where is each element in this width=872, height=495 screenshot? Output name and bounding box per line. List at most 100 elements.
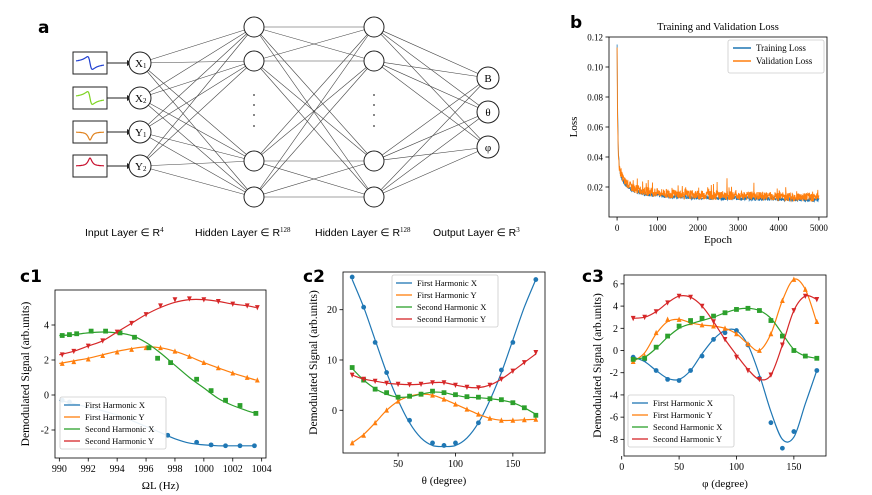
y-tick-label: 0.10 xyxy=(587,63,603,73)
data-point xyxy=(688,368,693,373)
output-node xyxy=(476,66,500,90)
data-point xyxy=(734,328,739,333)
hidden-node xyxy=(363,16,385,38)
legend: First Harmonic X First Harmonic Y Second H… xyxy=(391,274,499,328)
data-point xyxy=(779,297,785,303)
data-point xyxy=(223,397,228,403)
connections xyxy=(139,26,489,198)
x-tick-label: 150 xyxy=(505,459,520,470)
data-point xyxy=(487,415,493,421)
connection xyxy=(373,111,489,198)
y-tick-label: 0.02 xyxy=(587,183,603,193)
x-tick-label: 998 xyxy=(167,464,182,475)
data-point xyxy=(722,325,728,331)
data-point xyxy=(453,440,458,446)
chart-c3: 0 50 100 150 -8 -6 -4 -2 0 2 4 6 φ (degree) Demodulat… xyxy=(592,274,827,490)
input-waveform xyxy=(76,157,104,167)
data-point xyxy=(117,330,123,336)
data-point xyxy=(395,381,401,388)
data-point xyxy=(653,329,659,336)
data-point xyxy=(208,388,214,394)
data-point xyxy=(430,388,435,394)
data-point xyxy=(498,417,504,423)
connection xyxy=(373,111,489,162)
data-point xyxy=(653,344,659,350)
x-axis-label: φ (degree) xyxy=(702,478,748,490)
data-point xyxy=(168,360,174,366)
hidden-node xyxy=(363,50,385,72)
data-point xyxy=(384,380,390,387)
ellipsis-dot xyxy=(253,114,255,116)
y-tick-label: 20 xyxy=(327,305,337,316)
data-point xyxy=(194,439,200,445)
data-point xyxy=(757,308,762,313)
x-tick-label: 50 xyxy=(393,459,403,470)
connection xyxy=(139,62,255,162)
y-axis-label: Demodulated Signal (arb.units) xyxy=(308,290,320,435)
x-tick-label: 4000 xyxy=(770,223,789,233)
data-point xyxy=(407,382,412,388)
data-point xyxy=(498,376,504,382)
panel-label-c2: c2 xyxy=(303,267,325,287)
data-point xyxy=(476,394,481,400)
y-tick-label: 2 xyxy=(44,356,49,367)
data-point xyxy=(155,355,161,361)
data-point xyxy=(699,353,705,359)
data-point xyxy=(498,367,504,373)
data-point xyxy=(418,391,424,397)
data-point xyxy=(688,318,693,323)
input-waveform xyxy=(75,90,105,106)
data-point xyxy=(230,370,236,376)
x-tick-label: 1000 xyxy=(648,223,667,233)
connection xyxy=(139,26,255,99)
loss-chart: 0 1000 2000 3000 4000 5000 0.02 0.04 0.06 0.08 0.1… xyxy=(568,22,828,246)
x-tick-label: 0 xyxy=(615,223,620,233)
chart-c1: 990 992 994 996 998 1000 1002 1004 -2 0 2 4 ΩL (Hz) D… xyxy=(20,289,272,492)
legend-label: Second Harmonic X xyxy=(417,302,486,312)
data-point xyxy=(237,443,243,449)
data-point xyxy=(85,356,91,362)
data-point xyxy=(757,347,762,353)
output-node-label: θ xyxy=(485,107,490,119)
panel-label-a: a xyxy=(38,18,49,38)
connection xyxy=(139,60,255,167)
connection xyxy=(139,97,255,198)
connection xyxy=(139,97,255,162)
ellipsis-dot xyxy=(373,104,375,106)
data-point xyxy=(533,416,539,422)
input-waveform xyxy=(76,131,104,141)
x-tick-label: 996 xyxy=(139,464,154,475)
hidden-node xyxy=(243,186,265,208)
panel-label-c3: c3 xyxy=(582,267,604,287)
connection xyxy=(373,77,489,198)
fit-line xyxy=(632,278,818,363)
data-point xyxy=(158,344,163,351)
x-tick-label: 992 xyxy=(81,464,96,475)
data-point xyxy=(372,339,378,345)
data-point xyxy=(384,407,390,413)
data-point xyxy=(143,312,149,318)
data-point xyxy=(361,376,367,382)
y-tick-label: 0.04 xyxy=(587,153,603,163)
data-point xyxy=(665,300,671,306)
connection xyxy=(139,26,255,167)
data-point xyxy=(814,355,820,361)
data-point xyxy=(699,322,705,328)
data-point xyxy=(215,298,221,305)
y-axis-label: Loss xyxy=(568,117,580,138)
axes-frame xyxy=(342,271,546,454)
data-point xyxy=(441,396,447,402)
data-point xyxy=(85,343,91,349)
data-point xyxy=(768,372,774,378)
data-point xyxy=(464,394,470,400)
connection xyxy=(139,165,255,198)
data-point xyxy=(59,360,65,366)
connection xyxy=(139,26,255,64)
data-point xyxy=(722,337,728,343)
data-point xyxy=(653,368,659,373)
x-tick-label: 2000 xyxy=(689,223,708,233)
y-tick-label: 0 xyxy=(332,406,337,417)
data-point xyxy=(722,310,728,316)
x-tick-label: 994 xyxy=(110,464,125,475)
ellipsis-dot xyxy=(373,114,375,116)
